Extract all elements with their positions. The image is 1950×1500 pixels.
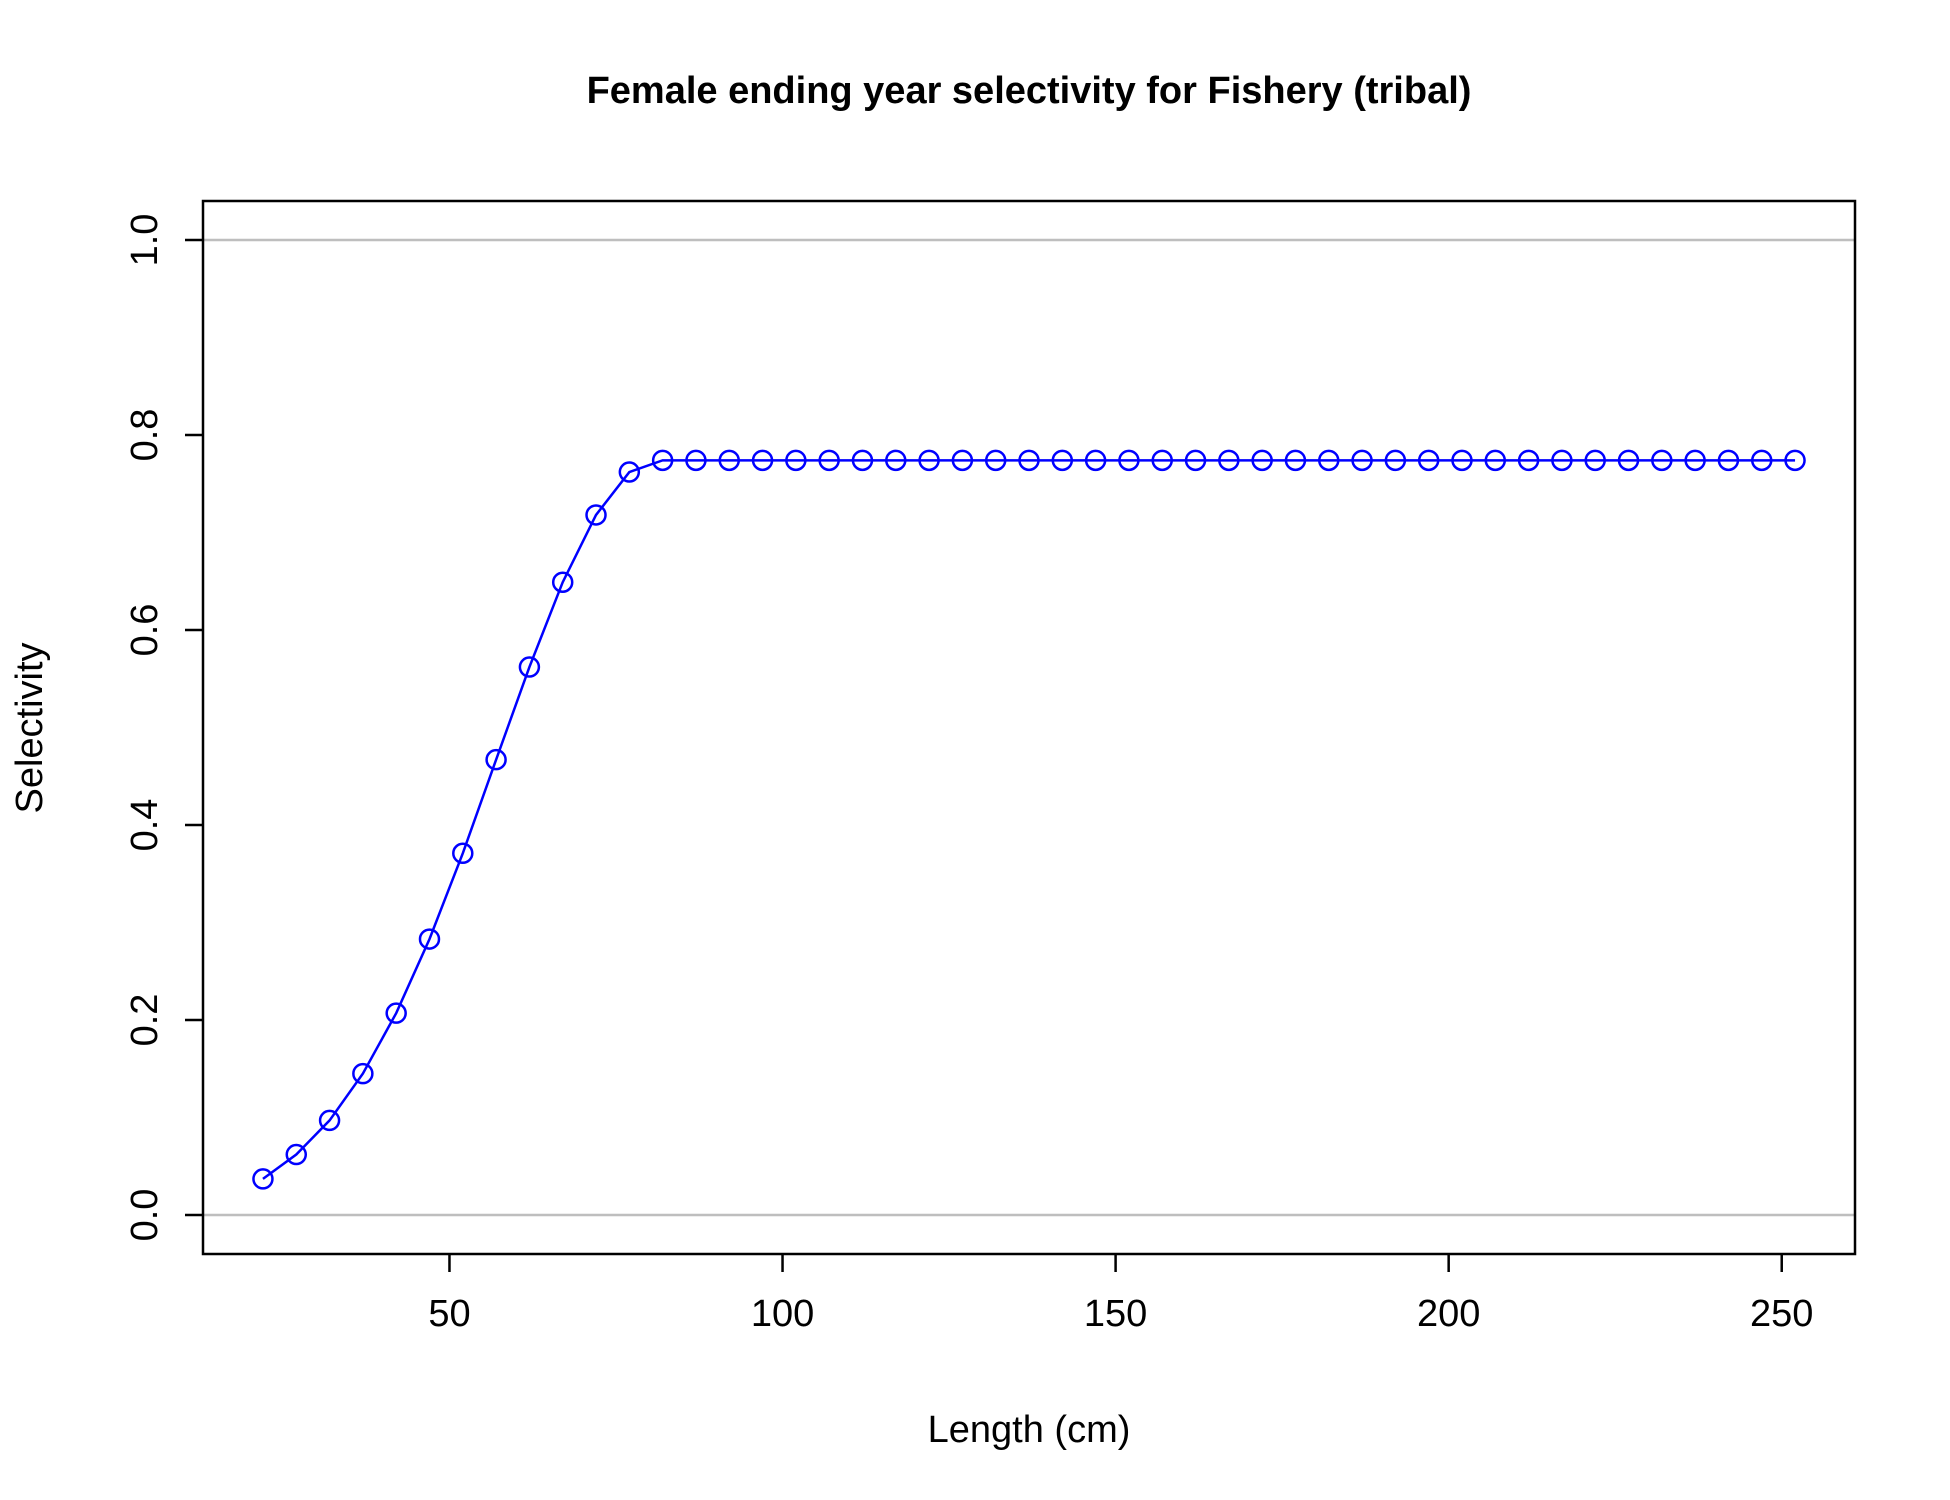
- x-tick-label-1: 100: [751, 1293, 814, 1335]
- data-point-20: [918, 449, 940, 472]
- y-tick-label-4: 0.8: [124, 409, 166, 462]
- chart-title: Female ending year selectivity for Fishe…: [587, 70, 1472, 112]
- data-point-18: [851, 449, 874, 472]
- y-tick-label-1: 0.2: [124, 994, 166, 1047]
- y-axis-label: Selectivity: [9, 642, 51, 813]
- data-point-35: [1417, 449, 1440, 472]
- data-point-2: [318, 1109, 341, 1132]
- data-point-30: [1251, 449, 1273, 472]
- data-point-11: [618, 461, 641, 483]
- data-point-38: [1517, 449, 1540, 472]
- data-point-32: [1318, 449, 1340, 472]
- x-tick-label-3: 200: [1417, 1293, 1480, 1335]
- data-point-6: [452, 842, 474, 865]
- data-point-29: [1218, 449, 1240, 472]
- data-point-33: [1351, 449, 1373, 472]
- data-point-19: [885, 449, 907, 472]
- y-tick-label-2: 0.4: [124, 799, 166, 852]
- x-tick-label-4: 250: [1750, 1293, 1813, 1335]
- x-tick-label-0: 50: [428, 1293, 470, 1335]
- data-point-42: [1651, 449, 1673, 472]
- data-point-37: [1484, 449, 1507, 472]
- data-point-8: [518, 656, 541, 678]
- data-point-26: [1118, 449, 1140, 472]
- data-point-34: [1384, 449, 1407, 472]
- data-point-23: [1018, 449, 1040, 472]
- data-point-1: [285, 1143, 308, 1166]
- data-point-28: [1184, 449, 1207, 472]
- data-point-4: [385, 1002, 407, 1024]
- data-point-40: [1584, 449, 1606, 472]
- data-point-43: [1684, 449, 1706, 472]
- data-point-27: [1151, 449, 1173, 472]
- data-point-25: [1084, 449, 1107, 472]
- data-point-3: [352, 1062, 374, 1085]
- data-point-21: [951, 449, 974, 472]
- data-point-46: [1784, 449, 1806, 472]
- plot-frame: [201, 199, 1857, 1256]
- x-axis-label: Length (cm): [928, 1409, 1131, 1451]
- x-tick-label-2: 150: [1084, 1293, 1147, 1335]
- data-point-14: [718, 449, 740, 472]
- data-point-16: [785, 449, 807, 472]
- series-line-0: [262, 459, 1796, 1180]
- data-point-24: [1051, 449, 1074, 472]
- plot-area: 50 100 150 200 250 0.0 0.2 0.4 0.6 0.8 1.0: [124, 199, 1857, 1335]
- data-point-12: [651, 449, 674, 472]
- data-point-13: [685, 449, 707, 472]
- data-point-39: [1551, 449, 1573, 472]
- y-tick-label-0: 0.0: [124, 1189, 166, 1242]
- data-point-45: [1750, 449, 1773, 472]
- data-point-44: [1717, 449, 1740, 472]
- data-point-31: [1284, 449, 1307, 472]
- data-point-9: [551, 571, 574, 593]
- data-point-36: [1451, 449, 1473, 472]
- y-tick-label-5: 1.0: [124, 214, 166, 267]
- data-point-15: [751, 449, 774, 472]
- data-point-10: [585, 504, 607, 526]
- data-point-17: [818, 449, 840, 472]
- data-point-5: [418, 928, 441, 950]
- data-point-22: [984, 449, 1007, 472]
- data-point-0: [252, 1168, 274, 1190]
- data-point-7: [485, 748, 507, 771]
- y-tick-label-3: 0.6: [124, 604, 166, 657]
- data-point-41: [1617, 449, 1640, 472]
